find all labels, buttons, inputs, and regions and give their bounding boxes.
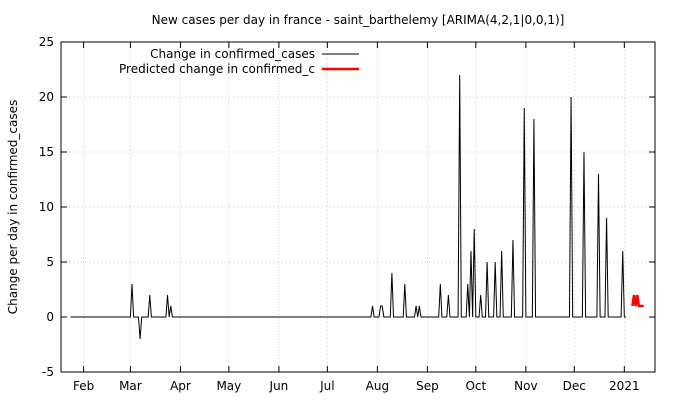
y-tick-label: 20 <box>39 90 54 104</box>
x-tick-label: Dec <box>563 379 586 393</box>
series-line-predicted <box>631 294 644 308</box>
y-tick-label: 10 <box>39 200 54 214</box>
x-tick-label: Aug <box>366 379 389 393</box>
y-tick-label: 25 <box>39 35 54 49</box>
x-tick-label: 2021 <box>609 379 640 393</box>
x-tick-label: Oct <box>465 379 486 393</box>
y-tick-label: 0 <box>46 310 54 324</box>
series-layer <box>70 74 644 340</box>
x-tick-label: Mar <box>119 379 142 393</box>
y-tick-label: 15 <box>39 145 54 159</box>
x-tick-label: Nov <box>514 379 537 393</box>
axis-ticks: -5 0 5 10 15 20 25 Feb Mar Apr May Jun Jul Aug Sep Oct N… <box>39 35 655 393</box>
y-tick-label: 5 <box>46 255 54 269</box>
legend: Change in confirmed_cases Predicted chan… <box>119 47 359 76</box>
series-line-actual <box>70 74 626 340</box>
y-axis-label: Change per day in confirmed_cases <box>6 100 20 315</box>
legend-label-actual: Change in confirmed_cases <box>150 47 315 61</box>
x-tick-label: Jun <box>269 379 289 393</box>
x-tick-label: Feb <box>73 379 94 393</box>
x-tick-label: Jul <box>319 379 334 393</box>
chart-title: New cases per day in france - saint_bart… <box>152 13 565 27</box>
x-tick-label: Sep <box>416 379 439 393</box>
y-tick-label: -5 <box>42 365 54 379</box>
legend-label-predicted: Predicted change in confirmed_c <box>119 62 315 76</box>
x-tick-label: Apr <box>170 379 191 393</box>
x-tick-label: May <box>216 379 241 393</box>
